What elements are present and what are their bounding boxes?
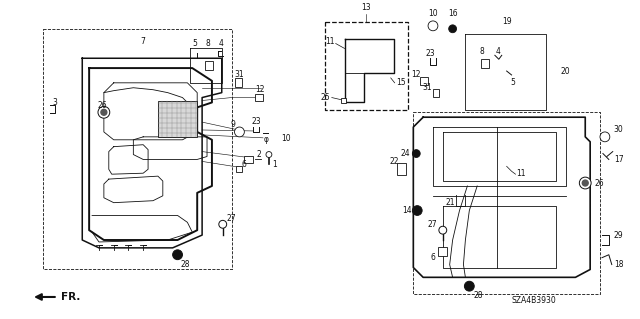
- Circle shape: [412, 206, 422, 215]
- Text: 9: 9: [230, 120, 235, 129]
- Circle shape: [582, 180, 588, 186]
- Circle shape: [449, 25, 456, 33]
- Text: 14: 14: [402, 206, 412, 215]
- Text: 13: 13: [362, 3, 371, 12]
- Text: 10: 10: [428, 9, 438, 18]
- Text: 23: 23: [252, 117, 261, 126]
- Text: 11: 11: [516, 169, 526, 178]
- Circle shape: [579, 177, 591, 189]
- Circle shape: [101, 109, 107, 115]
- Text: 20: 20: [561, 67, 570, 76]
- Text: 6: 6: [242, 160, 247, 169]
- Text: 1: 1: [273, 160, 277, 169]
- Text: 5: 5: [511, 78, 515, 87]
- Circle shape: [465, 281, 474, 291]
- Bar: [397, 163, 406, 175]
- Bar: [255, 93, 263, 101]
- Text: 11: 11: [325, 37, 335, 46]
- Text: 30: 30: [614, 125, 623, 135]
- Text: 10: 10: [281, 134, 291, 143]
- Text: 4: 4: [495, 47, 500, 56]
- Bar: [237, 166, 243, 172]
- Text: 28: 28: [180, 260, 190, 269]
- Bar: [244, 156, 253, 163]
- Bar: [234, 78, 243, 87]
- Text: 5: 5: [193, 39, 198, 48]
- Circle shape: [600, 132, 610, 142]
- Text: 26: 26: [97, 101, 107, 110]
- Text: 6: 6: [430, 253, 435, 262]
- Text: 12: 12: [411, 70, 420, 79]
- Text: 22: 22: [389, 157, 399, 166]
- Text: 24: 24: [401, 149, 410, 158]
- Text: 8: 8: [480, 47, 484, 56]
- Text: 8: 8: [205, 39, 211, 48]
- Bar: [481, 59, 490, 68]
- Text: FR.: FR.: [61, 292, 80, 302]
- Text: 21: 21: [445, 198, 454, 207]
- Circle shape: [439, 226, 447, 234]
- Bar: [205, 61, 213, 70]
- Text: 23: 23: [425, 49, 435, 58]
- Circle shape: [428, 21, 438, 31]
- Text: 25: 25: [320, 93, 330, 102]
- Circle shape: [266, 152, 272, 158]
- Text: 18: 18: [614, 260, 623, 269]
- Circle shape: [412, 150, 420, 158]
- Text: 15: 15: [397, 78, 406, 87]
- Text: φ: φ: [264, 135, 269, 144]
- Text: 26: 26: [594, 179, 604, 188]
- Text: 27: 27: [428, 220, 437, 229]
- Circle shape: [234, 127, 244, 137]
- Bar: [341, 98, 346, 103]
- Text: SZA4B3930: SZA4B3930: [512, 296, 557, 305]
- Text: 27: 27: [227, 214, 236, 223]
- Bar: [420, 77, 428, 85]
- Circle shape: [219, 220, 227, 228]
- Text: 3: 3: [52, 98, 57, 107]
- Text: 19: 19: [502, 17, 511, 26]
- Text: 28: 28: [473, 292, 483, 300]
- Bar: [433, 89, 439, 97]
- Circle shape: [98, 107, 110, 118]
- Text: 2: 2: [257, 150, 262, 159]
- Circle shape: [173, 250, 182, 260]
- Text: 7: 7: [141, 37, 146, 46]
- Text: 29: 29: [614, 231, 623, 240]
- Bar: [438, 247, 447, 256]
- Text: 12: 12: [255, 85, 265, 94]
- Text: 17: 17: [614, 155, 623, 164]
- Text: 16: 16: [448, 9, 458, 18]
- Text: 31: 31: [235, 70, 244, 79]
- Text: 4: 4: [218, 39, 223, 48]
- Text: 31: 31: [422, 83, 432, 92]
- Polygon shape: [158, 100, 197, 137]
